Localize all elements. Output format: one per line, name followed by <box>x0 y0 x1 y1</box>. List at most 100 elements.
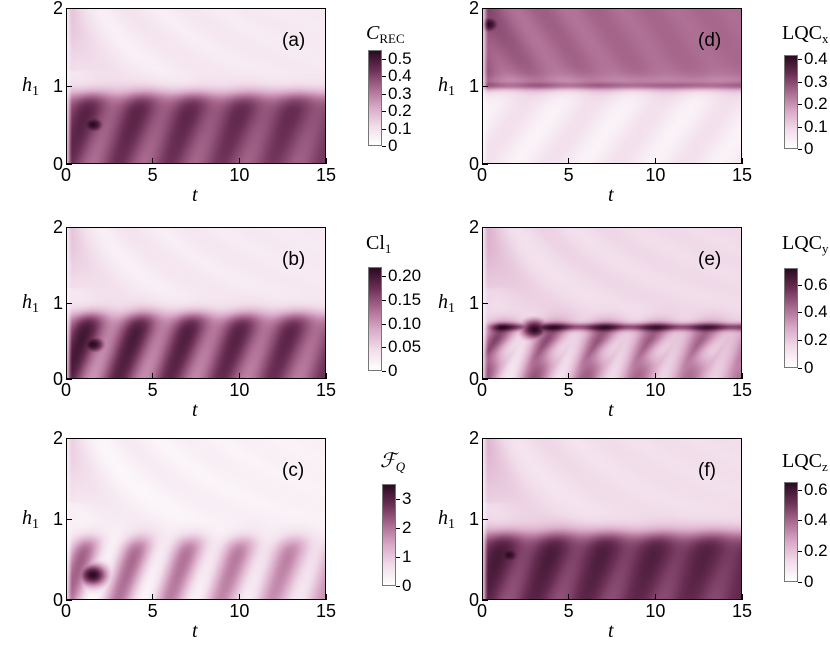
heatmap-plot-area <box>66 8 326 164</box>
colorbar-tick-label: 0.2 <box>804 94 828 114</box>
y-tick-mark <box>66 518 72 520</box>
x-axis-label: t <box>192 399 198 421</box>
colorbar-tick-mark <box>382 371 386 372</box>
x-tick-label: 0 <box>61 601 72 621</box>
x-tick-label: 10 <box>645 165 666 185</box>
y-tick-mark <box>66 599 72 601</box>
panel-label: (d) <box>698 30 722 51</box>
y-tick-mark <box>482 226 488 228</box>
colorbar-tick-mark <box>798 582 802 583</box>
x-tick-mark <box>238 594 240 600</box>
y-tick-label: 2 <box>469 0 480 18</box>
heatmap-plot-area <box>66 227 326 379</box>
y-tick-mark <box>66 437 72 439</box>
x-tick-label: 0 <box>61 380 72 400</box>
y-tick-label: 1 <box>469 76 480 96</box>
colorbar-tick-mark <box>382 323 386 325</box>
colorbar-tick-label: 0 <box>804 572 814 591</box>
colorbar-tick-label: 0.10 <box>388 313 422 333</box>
x-tick-label: 15 <box>732 601 753 621</box>
colorbar-tick-mark <box>798 368 802 369</box>
colorbar-tick-label: 1 <box>402 546 412 566</box>
heatmap-image <box>483 228 741 378</box>
colorbar-tick-label: 0 <box>388 361 398 380</box>
x-tick-label: 10 <box>645 601 666 621</box>
colorbar-tick-mark <box>798 551 802 553</box>
colorbar-tick-label: 0.3 <box>388 83 412 103</box>
x-tick-mark <box>152 373 154 379</box>
colorbar-tick-mark <box>396 527 400 529</box>
y-axis-label: h1 <box>438 507 455 532</box>
y-tick-mark <box>66 226 72 228</box>
colorbar-tick-mark <box>798 149 802 150</box>
x-tick-label: 5 <box>147 601 158 621</box>
heatmap-plot-area <box>66 438 326 600</box>
colorbar-tick-mark <box>798 126 802 128</box>
x-axis-label: t <box>608 184 614 206</box>
x-tick-mark <box>741 594 743 600</box>
colorbar-tick-mark <box>798 312 802 314</box>
colorbar-tick-label: 3 <box>402 488 412 508</box>
colorbar-tick-mark <box>382 58 386 60</box>
x-tick-mark <box>741 373 743 379</box>
colorbar-tick-label: 2 <box>402 517 412 537</box>
y-axis-label: h1 <box>22 74 39 99</box>
colorbar-tick-mark <box>798 104 802 106</box>
x-tick-label: 10 <box>229 601 250 621</box>
x-tick-label: 10 <box>229 165 250 185</box>
colorbar-tick-mark <box>382 111 386 113</box>
colorbar-tick-label: 0 <box>804 139 814 158</box>
x-axis-label: t <box>608 399 614 421</box>
colorbar <box>368 50 382 146</box>
colorbar-tick-label: 0.6 <box>804 274 828 294</box>
colorbar-title: Cl1 <box>366 232 392 256</box>
y-tick-label: 1 <box>469 509 480 529</box>
y-tick-mark <box>482 85 488 87</box>
x-axis-label: t <box>192 620 198 642</box>
colorbar-tick-label: 0.1 <box>804 116 828 136</box>
colorbar-title: LQCy <box>782 232 829 256</box>
colorbar-tick-label: 0 <box>402 576 412 595</box>
x-tick-mark <box>238 158 240 164</box>
colorbar <box>368 267 382 371</box>
x-tick-label: 10 <box>229 380 250 400</box>
colorbar-title: CREC <box>366 22 405 46</box>
x-tick-mark <box>65 594 67 600</box>
colorbar-tick-label: 0.1 <box>388 118 412 138</box>
x-tick-label: 0 <box>477 165 488 185</box>
x-tick-mark <box>65 373 67 379</box>
y-tick-label: 1 <box>53 76 64 96</box>
colorbar-tick-label: 0.2 <box>804 541 828 561</box>
y-tick-mark <box>66 378 72 380</box>
x-tick-mark <box>481 373 483 379</box>
colorbar-tick-label: 0.05 <box>388 337 422 357</box>
y-tick-label: 0 <box>469 590 480 610</box>
y-tick-label: 0 <box>469 154 480 174</box>
colorbar-tick-mark <box>798 59 802 61</box>
x-tick-label: 0 <box>61 165 72 185</box>
y-tick-mark <box>482 378 488 380</box>
y-axis-label: h1 <box>438 291 455 316</box>
x-axis-label: t <box>608 620 614 642</box>
y-tick-mark <box>482 7 488 9</box>
colorbar-tick-mark <box>396 586 400 587</box>
colorbar-tick-label: 0 <box>804 358 814 377</box>
y-tick-mark <box>482 599 488 601</box>
x-tick-label: 5 <box>563 165 574 185</box>
heatmap-image <box>67 228 325 378</box>
colorbar-tick-label: 0.2 <box>804 330 828 350</box>
y-tick-mark <box>66 163 72 165</box>
colorbar-tick-mark <box>396 498 400 500</box>
x-tick-mark <box>325 373 327 379</box>
x-tick-mark <box>654 373 656 379</box>
colorbar-tick-label: 0.4 <box>388 66 412 86</box>
panel-label: (c) <box>282 460 305 481</box>
x-tick-mark <box>654 594 656 600</box>
y-tick-mark <box>66 302 72 304</box>
heatmap-image <box>67 9 325 163</box>
panel-label: (f) <box>698 460 716 481</box>
y-axis-label: h1 <box>438 74 455 99</box>
colorbar <box>382 484 396 586</box>
colorbar-tick-mark <box>382 146 386 147</box>
